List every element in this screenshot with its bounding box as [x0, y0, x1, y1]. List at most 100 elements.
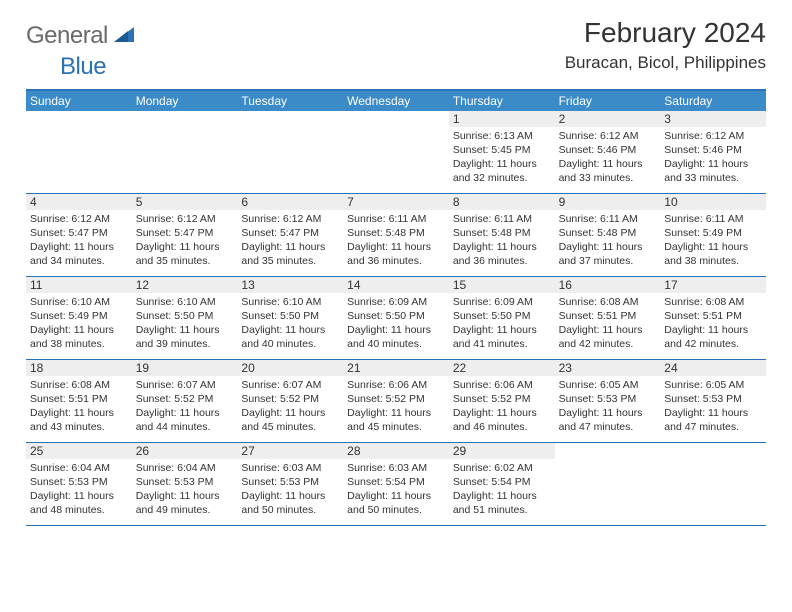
day-details: Sunrise: 6:06 AMSunset: 5:52 PMDaylight:… — [343, 376, 449, 439]
day-number: 14 — [343, 277, 449, 293]
sunset-text: Sunset: 5:53 PM — [136, 475, 234, 489]
daylight-text: Daylight: 11 hours and 44 minutes. — [136, 406, 234, 434]
sunset-text: Sunset: 5:46 PM — [664, 143, 762, 157]
day-details: Sunrise: 6:04 AMSunset: 5:53 PMDaylight:… — [26, 459, 132, 522]
dayhead-mon: Monday — [132, 91, 238, 111]
sunrise-text: Sunrise: 6:11 AM — [559, 212, 657, 226]
daylight-text: Daylight: 11 hours and 32 minutes. — [453, 157, 551, 185]
day-details: Sunrise: 6:08 AMSunset: 5:51 PMDaylight:… — [26, 376, 132, 439]
title-block: February 2024 Buracan, Bicol, Philippine… — [565, 18, 766, 73]
sunrise-text: Sunrise: 6:06 AM — [347, 378, 445, 392]
daylight-text: Daylight: 11 hours and 35 minutes. — [241, 240, 339, 268]
sunset-text: Sunset: 5:53 PM — [664, 392, 762, 406]
day-number: 22 — [449, 360, 555, 376]
sunrise-text: Sunrise: 6:10 AM — [136, 295, 234, 309]
sunset-text: Sunset: 5:48 PM — [453, 226, 551, 240]
day-number: 17 — [660, 277, 766, 293]
sunset-text: Sunset: 5:46 PM — [559, 143, 657, 157]
day-details: Sunrise: 6:12 AMSunset: 5:47 PMDaylight:… — [237, 210, 343, 273]
daylight-text: Daylight: 11 hours and 50 minutes. — [347, 489, 445, 517]
sunset-text: Sunset: 5:48 PM — [559, 226, 657, 240]
sunrise-text: Sunrise: 6:08 AM — [559, 295, 657, 309]
sunset-text: Sunset: 5:52 PM — [453, 392, 551, 406]
day-cell: 9Sunrise: 6:11 AMSunset: 5:48 PMDaylight… — [555, 194, 661, 276]
day-cell: 15Sunrise: 6:09 AMSunset: 5:50 PMDayligh… — [449, 277, 555, 359]
day-cell: 10Sunrise: 6:11 AMSunset: 5:49 PMDayligh… — [660, 194, 766, 276]
day-cell — [660, 443, 766, 525]
sunrise-text: Sunrise: 6:09 AM — [347, 295, 445, 309]
day-details: Sunrise: 6:12 AMSunset: 5:46 PMDaylight:… — [660, 127, 766, 190]
daylight-text: Daylight: 11 hours and 43 minutes. — [30, 406, 128, 434]
daylight-text: Daylight: 11 hours and 34 minutes. — [30, 240, 128, 268]
daylight-text: Daylight: 11 hours and 36 minutes. — [347, 240, 445, 268]
day-number: 5 — [132, 194, 238, 210]
logo: General — [26, 18, 136, 50]
sunrise-text: Sunrise: 6:08 AM — [664, 295, 762, 309]
day-details: Sunrise: 6:12 AMSunset: 5:47 PMDaylight:… — [26, 210, 132, 273]
day-details: Sunrise: 6:10 AMSunset: 5:50 PMDaylight:… — [237, 293, 343, 356]
sunset-text: Sunset: 5:52 PM — [241, 392, 339, 406]
day-number: 4 — [26, 194, 132, 210]
sunrise-text: Sunrise: 6:11 AM — [664, 212, 762, 226]
day-number: 1 — [449, 111, 555, 127]
day-number: 18 — [26, 360, 132, 376]
sunset-text: Sunset: 5:51 PM — [30, 392, 128, 406]
day-number: 29 — [449, 443, 555, 459]
day-details: Sunrise: 6:12 AMSunset: 5:46 PMDaylight:… — [555, 127, 661, 190]
day-cell: 23Sunrise: 6:05 AMSunset: 5:53 PMDayligh… — [555, 360, 661, 442]
day-details: Sunrise: 6:06 AMSunset: 5:52 PMDaylight:… — [449, 376, 555, 439]
day-details: Sunrise: 6:11 AMSunset: 5:48 PMDaylight:… — [555, 210, 661, 273]
day-cell: 11Sunrise: 6:10 AMSunset: 5:49 PMDayligh… — [26, 277, 132, 359]
sunrise-text: Sunrise: 6:11 AM — [347, 212, 445, 226]
sunset-text: Sunset: 5:53 PM — [559, 392, 657, 406]
sunrise-text: Sunrise: 6:12 AM — [30, 212, 128, 226]
day-cell: 7Sunrise: 6:11 AMSunset: 5:48 PMDaylight… — [343, 194, 449, 276]
sunset-text: Sunset: 5:53 PM — [241, 475, 339, 489]
day-number: 24 — [660, 360, 766, 376]
day-cell — [26, 111, 132, 193]
day-cell: 22Sunrise: 6:06 AMSunset: 5:52 PMDayligh… — [449, 360, 555, 442]
daylight-text: Daylight: 11 hours and 40 minutes. — [241, 323, 339, 351]
dayhead-sat: Saturday — [660, 91, 766, 111]
daylight-text: Daylight: 11 hours and 38 minutes. — [664, 240, 762, 268]
day-cell: 12Sunrise: 6:10 AMSunset: 5:50 PMDayligh… — [132, 277, 238, 359]
dayhead-sun: Sunday — [26, 91, 132, 111]
day-number: 16 — [555, 277, 661, 293]
sunrise-text: Sunrise: 6:12 AM — [136, 212, 234, 226]
daylight-text: Daylight: 11 hours and 50 minutes. — [241, 489, 339, 517]
day-number: 8 — [449, 194, 555, 210]
daylight-text: Daylight: 11 hours and 37 minutes. — [559, 240, 657, 268]
day-cell: 21Sunrise: 6:06 AMSunset: 5:52 PMDayligh… — [343, 360, 449, 442]
day-number: 12 — [132, 277, 238, 293]
calendar-page: General February 2024 Buracan, Bicol, Ph… — [0, 0, 792, 536]
sunset-text: Sunset: 5:52 PM — [136, 392, 234, 406]
sunrise-text: Sunrise: 6:08 AM — [30, 378, 128, 392]
day-details: Sunrise: 6:04 AMSunset: 5:53 PMDaylight:… — [132, 459, 238, 522]
sunrise-text: Sunrise: 6:05 AM — [559, 378, 657, 392]
daylight-text: Daylight: 11 hours and 33 minutes. — [559, 157, 657, 185]
day-cell: 24Sunrise: 6:05 AMSunset: 5:53 PMDayligh… — [660, 360, 766, 442]
logo-text-general: General — [26, 22, 108, 50]
day-cell: 29Sunrise: 6:02 AMSunset: 5:54 PMDayligh… — [449, 443, 555, 525]
day-cell: 17Sunrise: 6:08 AMSunset: 5:51 PMDayligh… — [660, 277, 766, 359]
day-details: Sunrise: 6:10 AMSunset: 5:50 PMDaylight:… — [132, 293, 238, 356]
sunrise-text: Sunrise: 6:04 AM — [30, 461, 128, 475]
day-details: Sunrise: 6:07 AMSunset: 5:52 PMDaylight:… — [237, 376, 343, 439]
day-cell: 28Sunrise: 6:03 AMSunset: 5:54 PMDayligh… — [343, 443, 449, 525]
sunrise-text: Sunrise: 6:11 AM — [453, 212, 551, 226]
daylight-text: Daylight: 11 hours and 45 minutes. — [241, 406, 339, 434]
sunrise-text: Sunrise: 6:09 AM — [453, 295, 551, 309]
daylight-text: Daylight: 11 hours and 45 minutes. — [347, 406, 445, 434]
sunrise-text: Sunrise: 6:07 AM — [241, 378, 339, 392]
week-row: 18Sunrise: 6:08 AMSunset: 5:51 PMDayligh… — [26, 360, 766, 443]
daylight-text: Daylight: 11 hours and 51 minutes. — [453, 489, 551, 517]
logo-triangle-icon — [114, 25, 134, 48]
daylight-text: Daylight: 11 hours and 42 minutes. — [664, 323, 762, 351]
day-number: 9 — [555, 194, 661, 210]
sunrise-text: Sunrise: 6:06 AM — [453, 378, 551, 392]
sunrise-text: Sunrise: 6:12 AM — [559, 129, 657, 143]
day-number: 13 — [237, 277, 343, 293]
dayhead-wed: Wednesday — [343, 91, 449, 111]
day-details: Sunrise: 6:05 AMSunset: 5:53 PMDaylight:… — [555, 376, 661, 439]
day-header-row: Sunday Monday Tuesday Wednesday Thursday… — [26, 91, 766, 111]
